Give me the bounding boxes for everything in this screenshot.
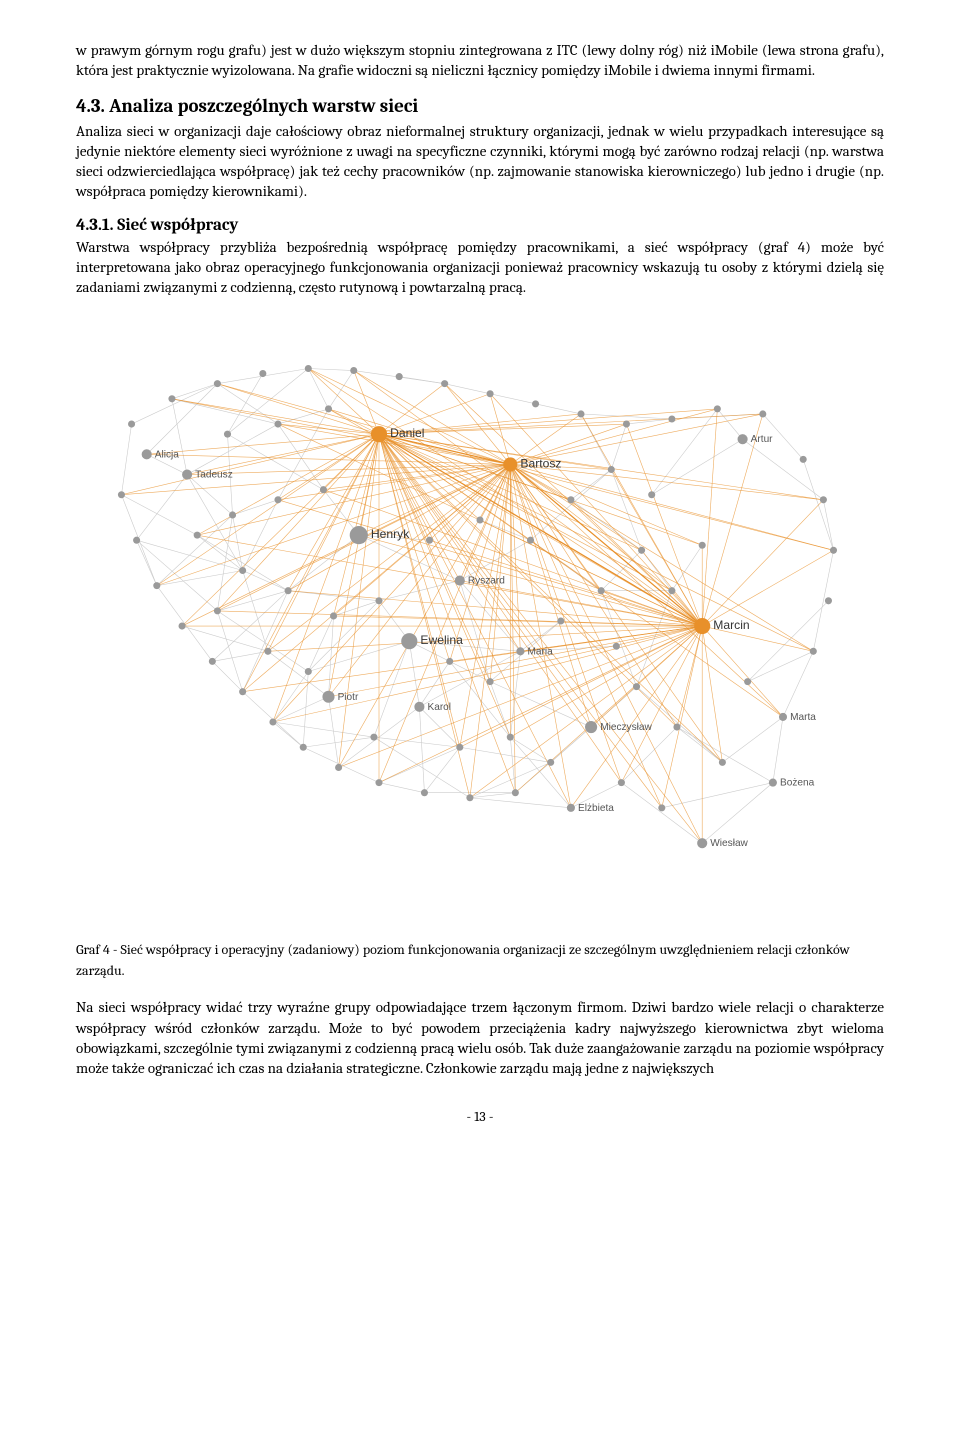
svg-text:Elżbieta: Elżbieta (578, 803, 614, 814)
svg-text:Artur: Artur (751, 434, 774, 445)
svg-text:Bożena: Bożena (780, 778, 815, 789)
svg-text:Wiesław: Wiesław (710, 838, 748, 849)
svg-text:Marta: Marta (790, 712, 816, 723)
intro-paragraph: w prawym górnym rogu grafu) jest w dużo … (76, 40, 884, 81)
svg-text:Bartosz: Bartosz (520, 457, 561, 471)
graph-4-network: Daniel Bartosz Marcin Alicja Tadeusz Artur Hen… (76, 311, 884, 931)
svg-text:Piotr: Piotr (338, 692, 359, 703)
svg-text:Ewelina: Ewelina (420, 633, 463, 647)
svg-text:Maria: Maria (527, 647, 553, 658)
section-43-body: Analiza sieci w organizacji daje całości… (76, 121, 884, 202)
page-number: - 13 - (76, 1108, 884, 1125)
section-431-body: Warstwa współpracy przybliża bezpośredni… (76, 237, 884, 298)
svg-text:Marcin: Marcin (713, 618, 749, 632)
section-431-heading: 4.3.1. Sieć współpracy (76, 216, 884, 235)
svg-text:Tadeusz: Tadeusz (195, 470, 233, 481)
graph-4-svg: Daniel Bartosz Marcin Alicja Tadeusz Artur Hen… (76, 311, 884, 931)
svg-text:Henryk: Henryk (371, 527, 410, 541)
svg-text:Alicja: Alicja (155, 450, 180, 461)
svg-text:Daniel: Daniel (390, 426, 424, 440)
svg-text:Ryszard: Ryszard (468, 576, 505, 587)
section-43-heading: 4.3. Analiza poszczególnych warstw sieci (76, 95, 884, 117)
svg-text:Mieczysław: Mieczysław (600, 722, 652, 733)
svg-text:Karol: Karol (427, 702, 451, 713)
graph-4-caption: Graf 4 - Sieć współpracy i operacyjny (z… (76, 939, 884, 981)
paragraph-after-graph: Na sieci współpracy widać trzy wyraźne g… (76, 997, 884, 1078)
